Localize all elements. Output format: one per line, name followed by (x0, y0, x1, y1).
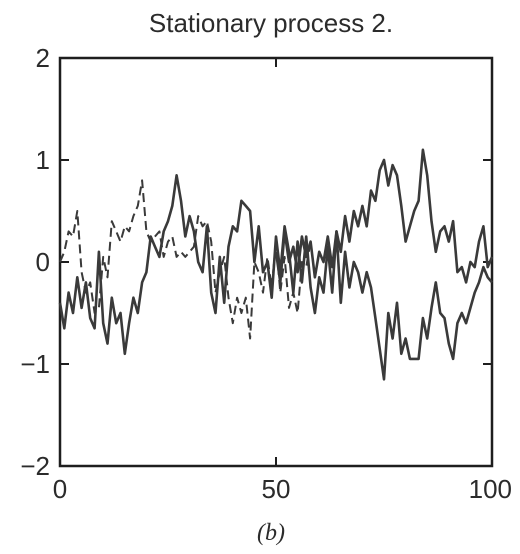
series-line-3 (274, 148, 494, 284)
y-tick-label: −2 (20, 451, 50, 481)
x-tick-label: 50 (262, 474, 291, 504)
y-tick-label: −1 (20, 349, 50, 379)
y-tick-label: 0 (36, 247, 50, 277)
x-axis: 0 50 100 (53, 58, 512, 504)
y-tick-label: 2 (36, 43, 50, 73)
x-tick-label: 0 (53, 474, 67, 504)
y-tick-label: 1 (36, 145, 50, 175)
y-axis: 2 1 0 −1 −2 (20, 43, 492, 481)
series-line-2 (58, 174, 493, 381)
series-group (58, 148, 494, 381)
figure-caption: (b) (257, 520, 285, 546)
x-tick-label: 100 (469, 474, 512, 504)
chart-title: Stationary process 2. (149, 8, 393, 38)
plot-frame (58, 56, 494, 468)
